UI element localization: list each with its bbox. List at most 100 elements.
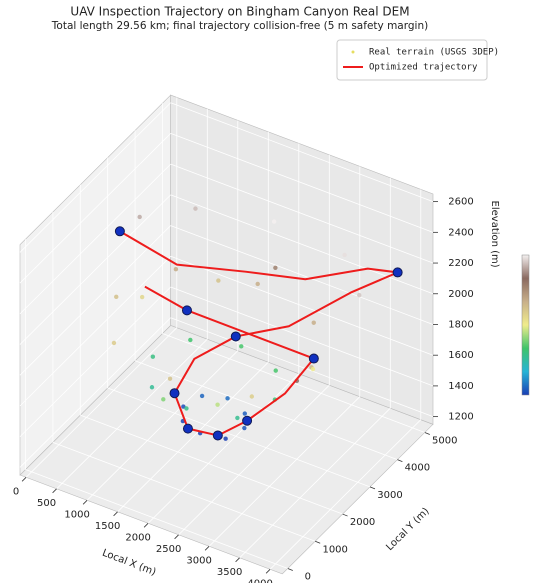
terrain-point xyxy=(357,292,362,298)
x-tick xyxy=(21,477,27,482)
axes-panes xyxy=(19,94,438,575)
terrain-point xyxy=(235,415,240,421)
terrain-point xyxy=(173,267,179,272)
z-grid-line xyxy=(19,194,171,345)
waypoint xyxy=(181,305,192,316)
z-grid-line xyxy=(19,133,171,284)
x-axis-label: Local X (m) xyxy=(101,548,158,579)
y-tick xyxy=(369,486,376,490)
x-tick xyxy=(265,569,271,574)
y-tick-label: 1000 xyxy=(322,544,347,555)
x-tick xyxy=(82,500,88,505)
y-axis-label: Local Y (m) xyxy=(384,506,431,553)
waypoint xyxy=(182,423,193,434)
z-tick-label: 1800 xyxy=(448,319,473,330)
waypoint xyxy=(242,415,253,426)
back-pane xyxy=(170,94,434,425)
chart-subtitle: Total length 29.56 km; final trajectory … xyxy=(51,20,428,32)
terrain-point xyxy=(342,252,347,258)
chart-title: UAV Inspection Trajectory on Bingham Can… xyxy=(70,5,409,19)
z-grid-line xyxy=(19,317,171,468)
legend-label: Real terrain (USGS 3DEP) xyxy=(369,48,499,58)
z-grid-line xyxy=(170,255,434,356)
y-tick xyxy=(315,540,321,544)
z-tick-label: 2600 xyxy=(448,197,473,208)
terrain-point xyxy=(199,393,205,399)
x-grid-line xyxy=(178,384,330,536)
y-tick-label: 4000 xyxy=(405,463,430,474)
z-tick-label: 1400 xyxy=(448,381,473,392)
waypoint xyxy=(212,430,223,441)
x-tick-label: 2000 xyxy=(125,532,150,543)
y-tick-label: 5000 xyxy=(432,435,457,446)
terrain-point xyxy=(111,340,117,346)
z-tick-label: 2000 xyxy=(448,289,473,300)
x-tick xyxy=(52,488,57,494)
x-tick-label: 2500 xyxy=(156,544,181,555)
z-tick-label: 2200 xyxy=(448,258,473,269)
z-grid-line xyxy=(170,286,434,387)
terrain-point xyxy=(193,206,198,211)
colorbar xyxy=(521,254,530,396)
z-grid-line xyxy=(170,225,434,325)
terrain-point xyxy=(255,281,260,287)
y-tick-label: 0 xyxy=(305,571,311,582)
x-tick-label: 1000 xyxy=(64,509,89,520)
z-grid-line xyxy=(19,225,171,376)
terrain-point xyxy=(249,394,255,399)
terrain-point xyxy=(273,265,278,270)
terrain-point xyxy=(216,278,221,283)
terrain-point xyxy=(150,354,156,359)
terrain-point xyxy=(223,436,228,441)
z-grid-line xyxy=(170,102,434,202)
x-tick xyxy=(113,511,118,517)
z-grid-line xyxy=(19,286,171,437)
terrain-point xyxy=(114,294,119,300)
terrain-point xyxy=(161,397,166,402)
y-grid-line xyxy=(52,441,316,542)
z-grid-line xyxy=(19,102,171,253)
y-grid-line xyxy=(80,414,343,515)
terrain-point xyxy=(311,320,316,325)
z-grid-line xyxy=(170,194,434,295)
terrain-point xyxy=(184,406,189,411)
waypoint xyxy=(230,331,241,342)
z-grid-line xyxy=(19,256,171,407)
y-tick xyxy=(287,568,293,571)
x-tick-label: 4000 xyxy=(247,578,272,583)
y-grid-line xyxy=(25,469,288,569)
waypoint xyxy=(392,267,403,278)
x-grid-line xyxy=(239,407,391,559)
x-tick-label: 3000 xyxy=(186,555,211,566)
x-tick-label: 1500 xyxy=(95,521,120,532)
x-tick xyxy=(204,546,210,551)
x-grid-line xyxy=(56,338,208,490)
terrain-point xyxy=(273,368,278,373)
x-grid-line xyxy=(208,396,361,547)
legend-marker xyxy=(351,50,355,54)
x-tick-label: 3500 xyxy=(217,567,242,578)
z-grid-line xyxy=(170,163,434,264)
legend-label: Optimized trajectory xyxy=(369,63,478,73)
x-tick-label: 500 xyxy=(37,498,56,509)
terrain-point xyxy=(137,214,142,220)
z-tick-label: 1600 xyxy=(448,350,473,361)
terrain-point xyxy=(242,411,247,416)
z-axis-label: Elevation (m) xyxy=(489,201,500,268)
z-grid-line xyxy=(19,163,171,315)
y-grid-line xyxy=(107,387,371,488)
y-tick xyxy=(397,459,403,463)
z-tick-label: 2400 xyxy=(448,227,473,238)
z-grid-line xyxy=(170,133,434,233)
terrain-point xyxy=(225,396,230,401)
terrain-point xyxy=(188,337,193,343)
x-tick-label: 0 xyxy=(13,486,19,497)
y-tick xyxy=(342,513,348,517)
z-tick-label: 1200 xyxy=(448,412,473,423)
waypoint xyxy=(114,226,125,237)
terrain-point xyxy=(242,425,247,431)
z-grid-line xyxy=(170,317,434,417)
x-grid-line xyxy=(25,327,178,478)
x-grid-line xyxy=(86,350,239,501)
